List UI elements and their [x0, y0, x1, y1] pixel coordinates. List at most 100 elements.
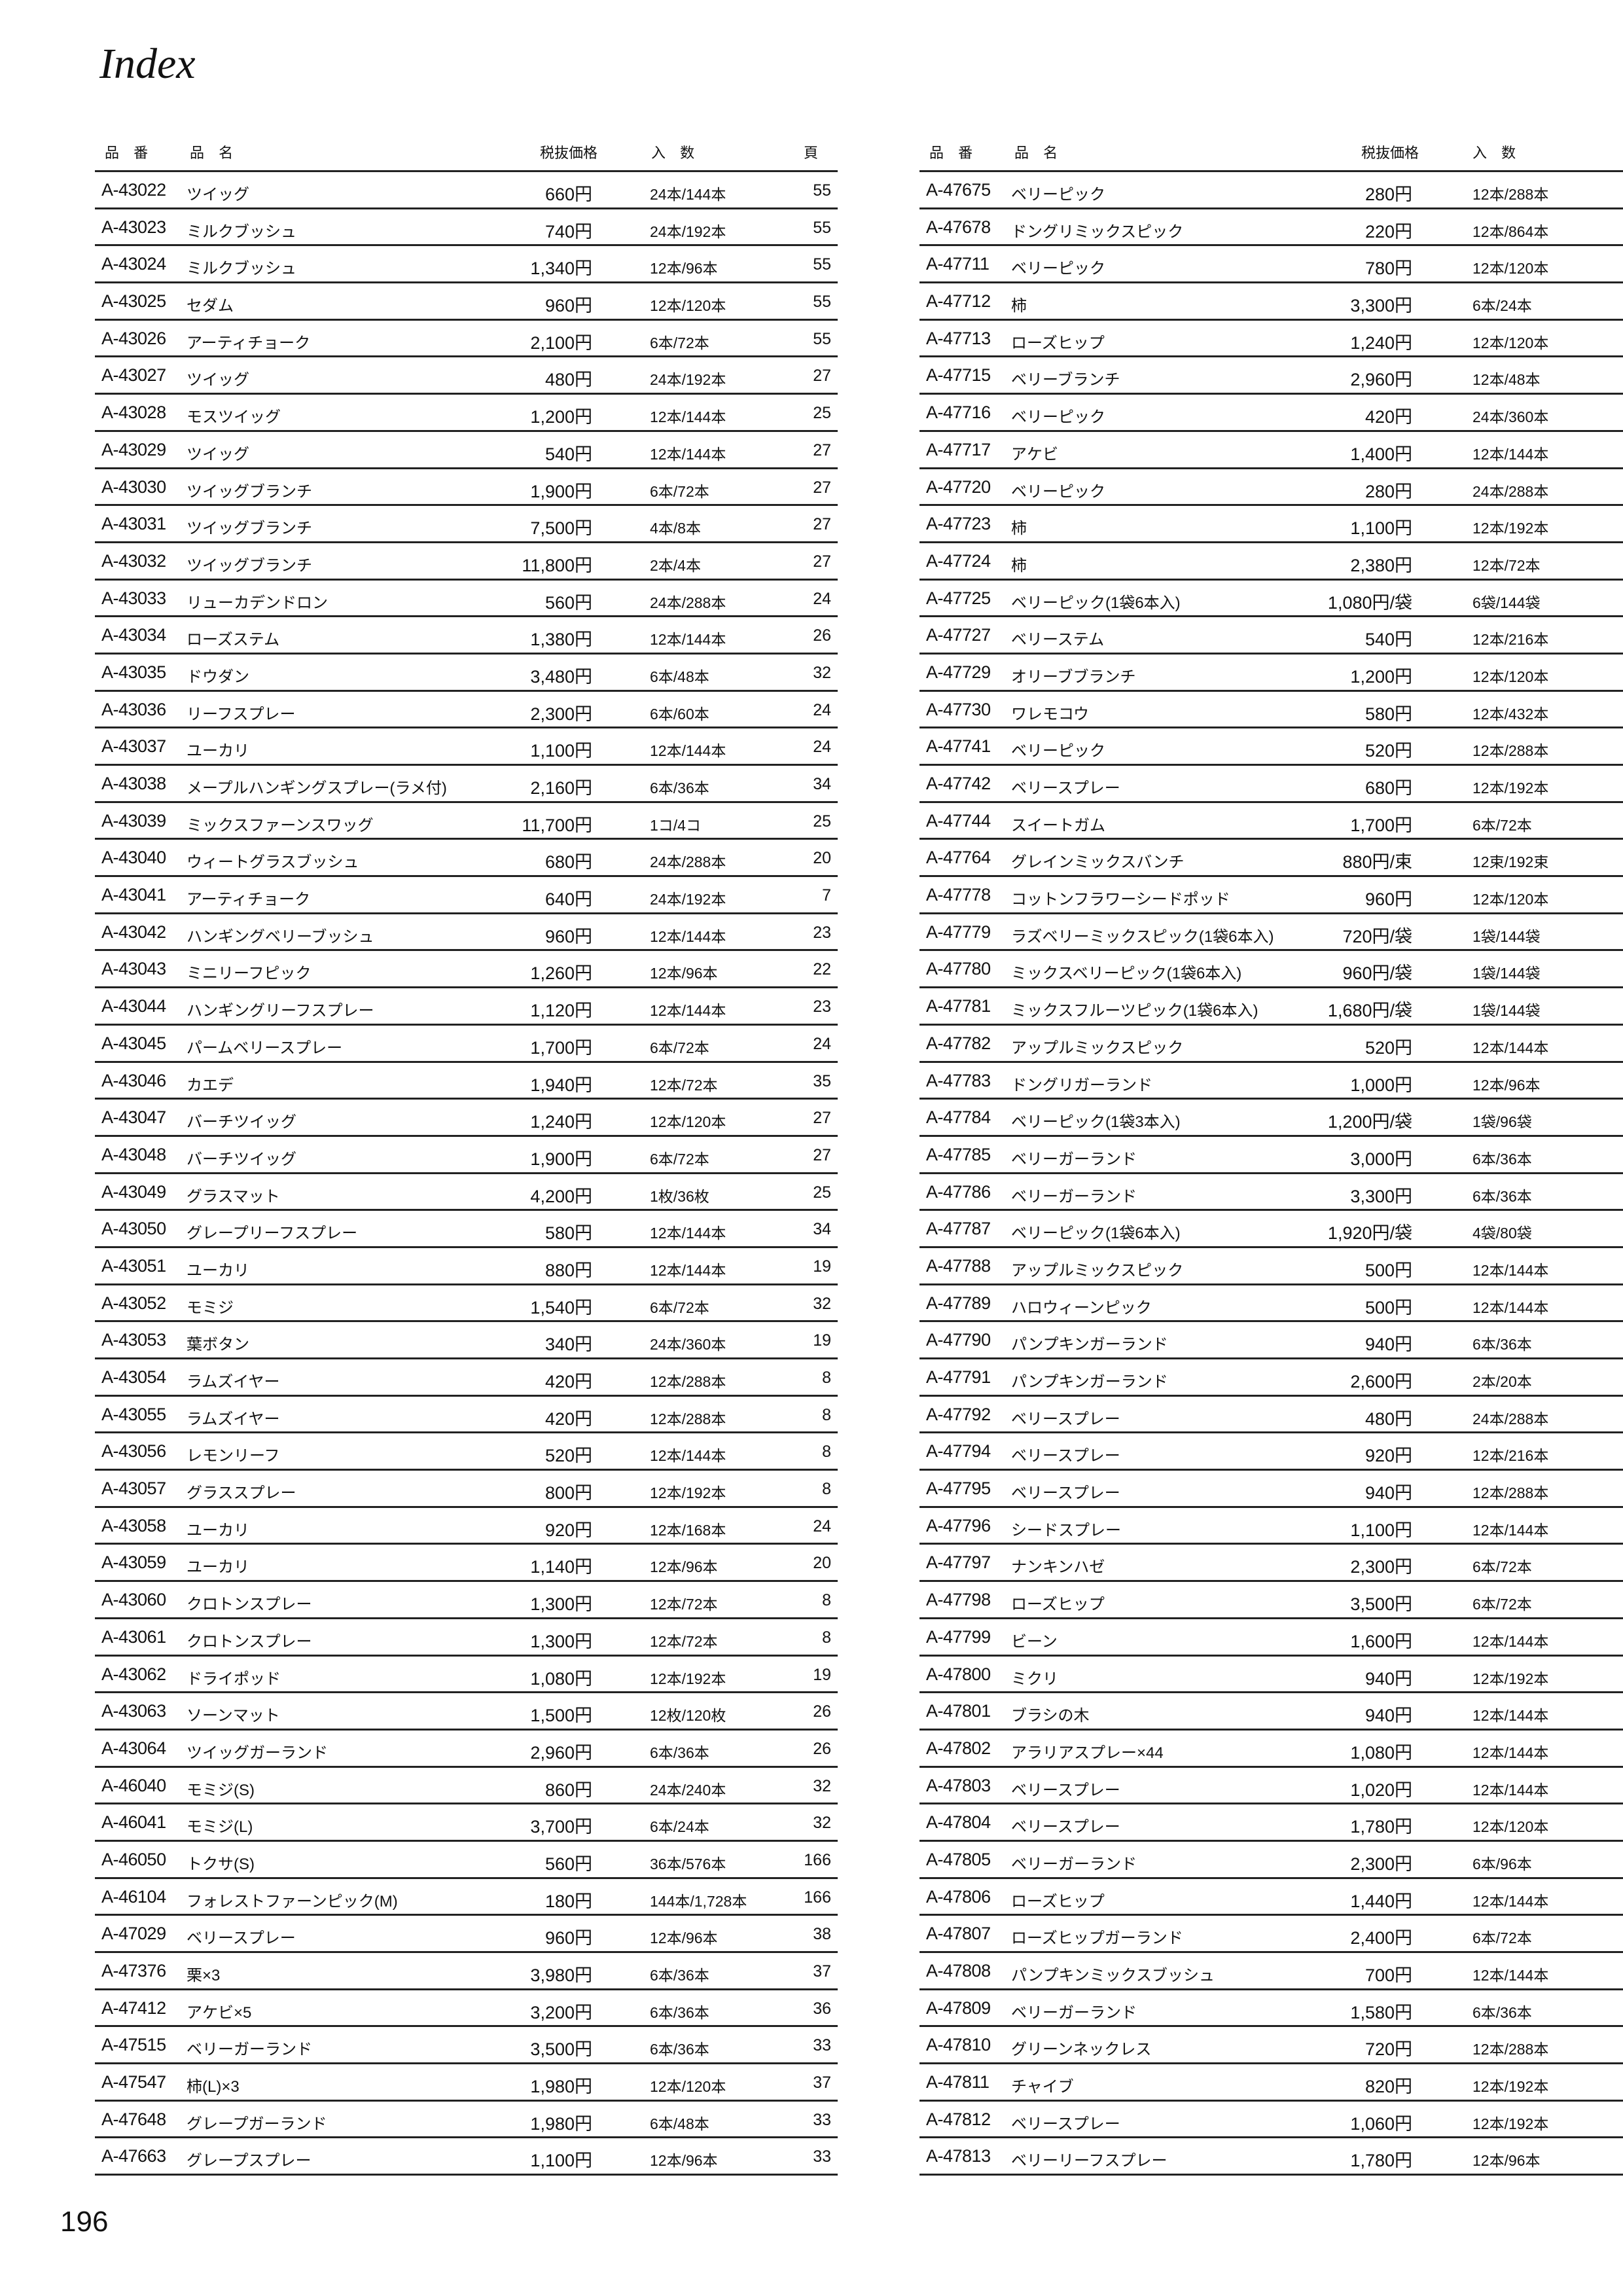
table-row: A-43034 ローズステム 1,380円 12本/144本 26	[95, 617, 838, 655]
table-row: A-43062 ドライポッド 1,080円 12本/192本 19	[95, 1657, 838, 1694]
cell-code: A-47723	[926, 514, 991, 534]
cell-name: ミルクブッシュ	[187, 260, 296, 278]
cell-code: A-47781	[926, 996, 991, 1016]
table-row: A-43052 モミジ 1,540円 6本/72本 32	[95, 1285, 838, 1323]
cell-price: 1,260円	[530, 963, 592, 984]
cell-code: A-47809	[926, 1998, 991, 2018]
table-row: A-47799 ビーン 1,600円 12本/144本	[919, 1619, 1623, 1657]
cell-qty: 12本/120本	[650, 2078, 726, 2096]
cell-name: グレインミックスバンチ	[1011, 853, 1185, 872]
cell-code: A-43028	[101, 403, 166, 423]
cell-page: 8	[822, 1405, 831, 1424]
cell-qty: 6袋/144袋	[1472, 594, 1541, 611]
cell-code: A-43052	[101, 1293, 166, 1313]
cell-name: ミルクブッシュ	[187, 223, 296, 241]
cell-price: 1,300円	[530, 1631, 592, 1651]
cell-qty: 1袋/144袋	[1472, 965, 1541, 982]
cell-qty: 12本/288本	[650, 1373, 726, 1390]
table-row: A-47792 ベリースプレー 480円 24本/288本	[919, 1397, 1623, 1434]
cell-code: A-47727	[926, 625, 991, 645]
table-header: 品 番 品 名 税抜価格 入 数	[919, 137, 1623, 172]
cell-price: 1,940円	[530, 1075, 592, 1095]
cell-page: 24	[813, 589, 831, 608]
table-row: A-47764 グレインミックスバンチ 880円/束 12束/192束	[919, 840, 1623, 878]
cell-code: A-47730	[926, 699, 991, 719]
cell-code: A-43029	[101, 439, 166, 459]
table-row: A-43056 レモンリーフ 520円 12本/144本 8	[95, 1433, 838, 1471]
table-row: A-47781 ミックスフルーツピック(1袋6本入) 1,680円/袋 1袋/144袋	[919, 988, 1623, 1026]
cell-qty: 24本/288本	[650, 853, 726, 871]
table-row: A-47805 ベリーガーランド 2,300円 6本/96本	[919, 1842, 1623, 1879]
cell-qty: 1袋/96袋	[1472, 1113, 1532, 1131]
cell-name: アーティチョーク	[187, 891, 311, 909]
table-row: A-47782 アップルミックスピック 520円 12本/144本	[919, 1026, 1623, 1063]
cell-page: 26	[813, 1739, 831, 1758]
cell-price: 700円	[1364, 1965, 1412, 1985]
cell-price: 2,300円	[1350, 1557, 1412, 1577]
cell-price: 520円	[544, 1446, 592, 1466]
cell-price: 220円	[1364, 221, 1412, 242]
cell-page: 32	[813, 1776, 831, 1795]
cell-page: 38	[813, 1925, 831, 1944]
cell-page: 24	[813, 738, 831, 757]
cell-code: A-47800	[926, 1664, 991, 1684]
cell-code: A-43032	[101, 550, 166, 571]
cell-qty: 12本/144本	[650, 1261, 726, 1279]
table-row: A-43064 ツイッグガーランド 2,960円 6本/36本 26	[95, 1731, 838, 1768]
cell-name: ソーンマット	[187, 1707, 280, 1725]
cell-price: 2,600円	[1350, 1372, 1412, 1391]
cell-name: アケビ×5	[187, 2003, 252, 2022]
table-row: A-47547 柿(L)×3 1,980円 12本/120本 37	[95, 2064, 838, 2102]
cell-price: 11,800円	[522, 555, 592, 575]
cell-qty: 12本/144本	[1472, 445, 1549, 463]
cell-page: 19	[813, 1665, 831, 1684]
table-row: A-47713 ローズヒップ 1,240円 12本/120本	[919, 321, 1623, 358]
cell-price: 1,120円	[530, 1001, 592, 1021]
cell-price: 940円	[1364, 1483, 1412, 1503]
cell-qty: 2本/4本	[650, 556, 701, 574]
cell-code: A-47783	[926, 1070, 991, 1090]
cell-qty: 12本/144本	[1472, 1039, 1549, 1056]
cell-qty: 24本/360本	[1472, 408, 1549, 426]
cell-price: 1,080円	[530, 1668, 592, 1689]
cell-qty: 12本/192本	[1472, 780, 1549, 797]
cell-name: カエデ	[187, 1076, 234, 1094]
cell-name: ベリーステム	[1011, 631, 1105, 649]
cell-code: A-43025	[101, 291, 166, 312]
cell-page: 19	[813, 1331, 831, 1350]
cell-name: ローズステム	[187, 631, 280, 649]
cell-qty: 6本/48本	[650, 668, 709, 685]
cell-price: 1,540円	[530, 1297, 592, 1318]
cell-name: 栗×3	[187, 1967, 221, 1984]
cell-name: ベリーピック(1袋6本入)	[1011, 594, 1181, 612]
cell-code: A-43026	[101, 328, 166, 348]
cell-price: 7,500円	[530, 518, 592, 539]
table-row: A-47790 パンプキンガーランド 940円 6本/36本	[919, 1322, 1623, 1359]
cell-code: A-47725	[926, 588, 991, 608]
cell-price: 960円	[544, 926, 592, 946]
cell-code: A-47805	[926, 1849, 991, 1869]
cell-name: ミクリ	[1011, 1670, 1058, 1688]
cell-qty: 24本/192本	[650, 371, 726, 389]
cell-qty: 144本/1,728本	[650, 1892, 747, 1910]
cell-price: 960円/袋	[1342, 963, 1412, 984]
cell-qty: 6本/36本	[1472, 1187, 1532, 1205]
cell-name: ラムズイヤー	[187, 1410, 280, 1428]
cell-code: A-47711	[926, 254, 990, 274]
cell-code: A-43037	[101, 736, 166, 757]
cell-code: A-43054	[101, 1367, 166, 1387]
cell-qty: 12本/192本	[650, 1670, 726, 1687]
table-row: A-43038 メープルハンギングスプレー(ラメ付) 2,160円 6本/36本 34	[95, 766, 838, 803]
cell-price: 3,980円	[530, 1965, 592, 1985]
cell-page: 25	[813, 404, 831, 423]
cell-price: 2,960円	[1350, 370, 1412, 390]
cell-name: ベリースプレー	[1011, 1410, 1120, 1428]
cell-page: 35	[813, 1071, 831, 1090]
cell-price: 1,200円/袋	[1327, 1112, 1412, 1132]
cell-price: 2,160円	[530, 778, 592, 798]
cell-qty: 4袋/80袋	[1472, 1225, 1532, 1242]
cell-page: 27	[813, 552, 831, 571]
cell-page: 8	[822, 1628, 831, 1647]
cell-price: 3,700円	[530, 1817, 592, 1837]
index-table-right: 品 番 品 名 税抜価格 入 数 A-47675 ベリーピック 280円 12本/28…	[919, 137, 1623, 2176]
